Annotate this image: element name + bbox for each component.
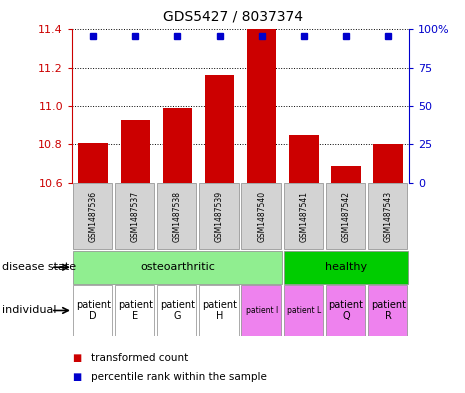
Text: GSM1487537: GSM1487537: [131, 191, 140, 242]
Text: patient
Q: patient Q: [328, 300, 364, 321]
Text: GSM1487540: GSM1487540: [257, 191, 266, 242]
Text: patient I: patient I: [246, 306, 278, 315]
Bar: [373, 144, 403, 183]
Bar: [326, 285, 365, 336]
Text: healthy: healthy: [325, 262, 367, 272]
Bar: [199, 285, 239, 336]
Text: patient
R: patient R: [371, 300, 405, 321]
Bar: [368, 285, 407, 336]
Text: transformed count: transformed count: [91, 353, 188, 363]
Text: GDS5427 / 8037374: GDS5427 / 8037374: [162, 10, 303, 24]
Text: patient L: patient L: [287, 306, 321, 315]
Bar: [157, 285, 196, 336]
Text: individual: individual: [2, 305, 57, 316]
Text: ■: ■: [72, 353, 81, 363]
Text: ■: ■: [72, 372, 81, 382]
Bar: [247, 29, 277, 183]
Bar: [73, 184, 112, 249]
Text: GSM1487538: GSM1487538: [173, 191, 182, 242]
Text: patient
E: patient E: [118, 300, 153, 321]
Text: GSM1487539: GSM1487539: [215, 191, 224, 242]
Text: percentile rank within the sample: percentile rank within the sample: [91, 372, 266, 382]
Bar: [241, 184, 281, 249]
Bar: [199, 184, 239, 249]
Bar: [284, 184, 323, 249]
Bar: [79, 143, 108, 183]
Bar: [115, 285, 154, 336]
Text: GSM1487543: GSM1487543: [384, 191, 392, 242]
Text: GSM1487542: GSM1487542: [341, 191, 351, 242]
Bar: [326, 184, 365, 249]
Text: patient
G: patient G: [160, 300, 195, 321]
Bar: [120, 119, 150, 183]
Text: GSM1487536: GSM1487536: [89, 191, 98, 242]
Bar: [115, 184, 154, 249]
Bar: [289, 135, 319, 183]
Bar: [368, 184, 407, 249]
Bar: [331, 165, 361, 183]
Text: disease state: disease state: [2, 262, 76, 272]
Bar: [163, 108, 192, 183]
Text: patient
H: patient H: [202, 300, 237, 321]
Text: patient
D: patient D: [76, 300, 111, 321]
Bar: [284, 251, 408, 284]
Bar: [73, 251, 282, 284]
Text: GSM1487541: GSM1487541: [299, 191, 308, 242]
Bar: [73, 285, 112, 336]
Bar: [241, 285, 281, 336]
Bar: [157, 184, 196, 249]
Bar: [205, 75, 234, 183]
Text: osteoarthritic: osteoarthritic: [140, 262, 215, 272]
Bar: [284, 285, 323, 336]
